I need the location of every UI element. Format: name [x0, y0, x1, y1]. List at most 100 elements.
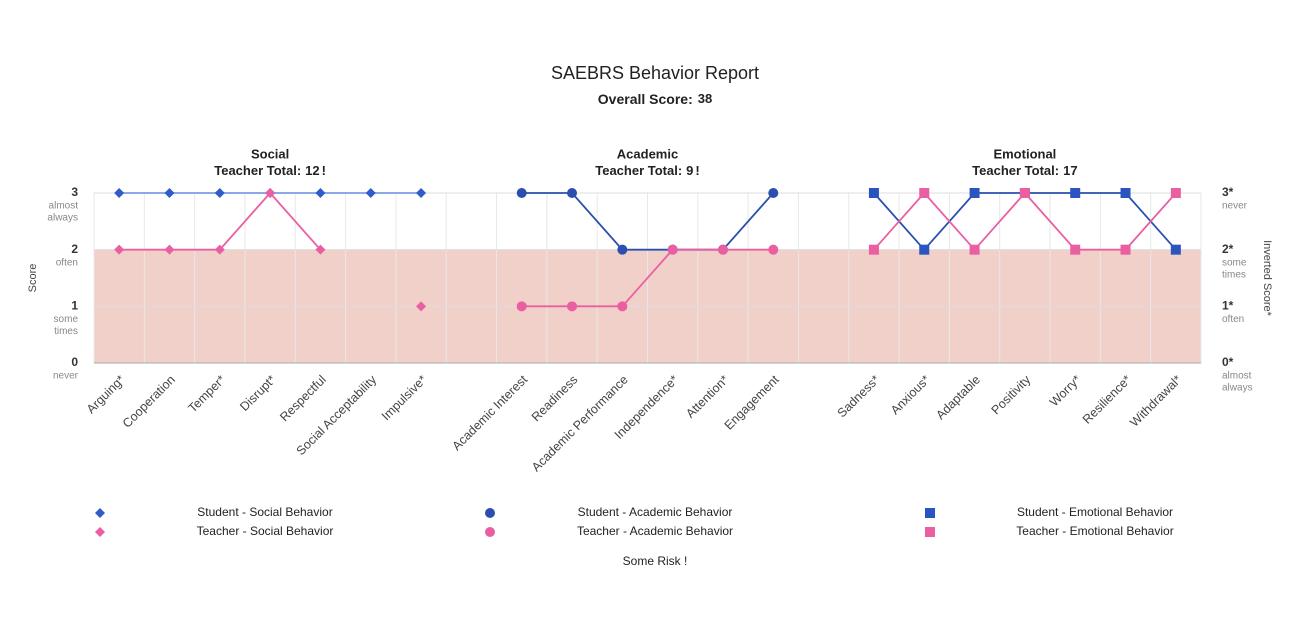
group-total: Teacher Total: 17 [972, 163, 1077, 178]
tick-caption: times [1222, 269, 1246, 280]
x-tick-label: Attention* [683, 372, 731, 420]
x-tick-label: Academic Interest [450, 372, 531, 453]
tick-caption: often [1222, 314, 1244, 325]
x-tick-label: Disrupt* [237, 372, 278, 413]
tick-caption: always [47, 213, 78, 224]
x-tick-label: Resilience* [1080, 372, 1134, 426]
tick-caption: often [56, 257, 78, 268]
x-tick-label: Cooperation [120, 373, 178, 431]
group-total-label: Teacher Total: [214, 163, 301, 178]
data-point [717, 244, 728, 255]
data-point [265, 188, 276, 198]
x-tick-label: Withdrawal* [1127, 372, 1184, 429]
data-point [768, 188, 779, 198]
group-total-label: Teacher Total: [595, 163, 682, 178]
data-point [1120, 188, 1131, 198]
legend-marker [925, 527, 935, 537]
overall-label: Overall Score: [598, 91, 693, 107]
legend-marker [485, 508, 495, 518]
data-point [969, 188, 980, 198]
data-point [1170, 244, 1181, 255]
data-point [567, 188, 578, 198]
tick-caption: almost [1222, 371, 1252, 382]
overall-score: Overall Score: 38 [598, 91, 712, 107]
group-name: Social [251, 146, 289, 161]
data-point [114, 188, 125, 198]
data-point [164, 244, 175, 255]
x-tick-label: Anxious* [888, 372, 933, 417]
tick-caption: always [1222, 383, 1253, 394]
data-point [1120, 244, 1131, 255]
x-tick-label: Sadness* [835, 372, 883, 420]
data-point [667, 244, 678, 255]
legend-marker [95, 508, 105, 518]
x-tick-label: Worry* [1047, 372, 1084, 409]
chart-title: SAEBRS Behavior Report [551, 63, 759, 83]
data-point [315, 244, 326, 255]
group-total-value: 9 [686, 163, 693, 178]
legend-label: Teacher - Academic Behavior [577, 524, 733, 538]
series-line [521, 192, 774, 251]
overall-value: 38 [698, 91, 712, 106]
x-tick-label: Adaptable [933, 373, 983, 423]
y2-tick-label: 2* [1222, 242, 1234, 256]
y2-tick-label: 3* [1222, 185, 1234, 199]
data-point [365, 188, 376, 198]
x-tick-label: Readiness [529, 373, 581, 425]
x-tick-label: Respectful [277, 373, 329, 425]
legend-label: Student - Academic Behavior [578, 505, 733, 519]
tick-caption: times [54, 326, 78, 337]
y2-tick-label: 1* [1222, 299, 1234, 313]
group-total: Teacher Total: 9! [595, 163, 700, 178]
y2-axis-label: Inverted Score* [1261, 240, 1273, 317]
x-tick-label: Academic Performance [529, 373, 631, 475]
y-tick-label: 3 [71, 185, 78, 199]
data-point [617, 301, 628, 312]
data-point [315, 188, 326, 198]
group-total: Teacher Total: 12! [214, 163, 326, 178]
legend-label: Teacher - Social Behavior [197, 524, 334, 538]
tick-caption: never [53, 371, 79, 382]
data-point [919, 188, 930, 198]
series-line [873, 191, 1177, 252]
data-point [1170, 188, 1181, 198]
series-line [873, 192, 1177, 252]
tick-caption: almost [49, 201, 79, 212]
legend-marker [95, 527, 105, 537]
data-point [868, 244, 879, 255]
group-total-value: 17 [1063, 163, 1077, 178]
risk-label: Some Risk ! [623, 554, 688, 568]
data-point [969, 244, 980, 255]
group-total-flag: ! [695, 163, 699, 178]
legend-label: Student - Emotional Behavior [1017, 505, 1173, 519]
y-tick-label: 1 [71, 299, 78, 313]
data-point [516, 188, 527, 198]
y-tick-label: 2 [71, 242, 78, 256]
legend-label: Teacher - Emotional Behavior [1016, 524, 1173, 538]
data-point [214, 188, 225, 198]
group-total-value: 12 [305, 163, 319, 178]
legend-marker [925, 508, 935, 518]
data-point [919, 244, 930, 255]
data-point [567, 301, 578, 312]
group-name: Academic [617, 146, 678, 161]
x-tick-label: Temper* [185, 372, 228, 415]
data-point [114, 244, 125, 255]
group-total-flag: ! [322, 163, 326, 178]
legend-marker [485, 527, 495, 537]
data-point [1070, 188, 1081, 198]
data-point [1019, 188, 1030, 198]
data-point [214, 244, 225, 255]
data-point [416, 188, 427, 198]
data-point [164, 188, 175, 198]
y-axis-label: Score [27, 264, 39, 293]
series-line [521, 248, 774, 308]
y-tick-label: 0 [71, 355, 78, 369]
group-name: Emotional [993, 146, 1056, 161]
data-point [416, 301, 427, 312]
group-total-label: Teacher Total: [972, 163, 1059, 178]
tick-caption: some [54, 314, 79, 325]
tick-caption: some [1222, 257, 1247, 268]
data-point [1070, 244, 1081, 255]
